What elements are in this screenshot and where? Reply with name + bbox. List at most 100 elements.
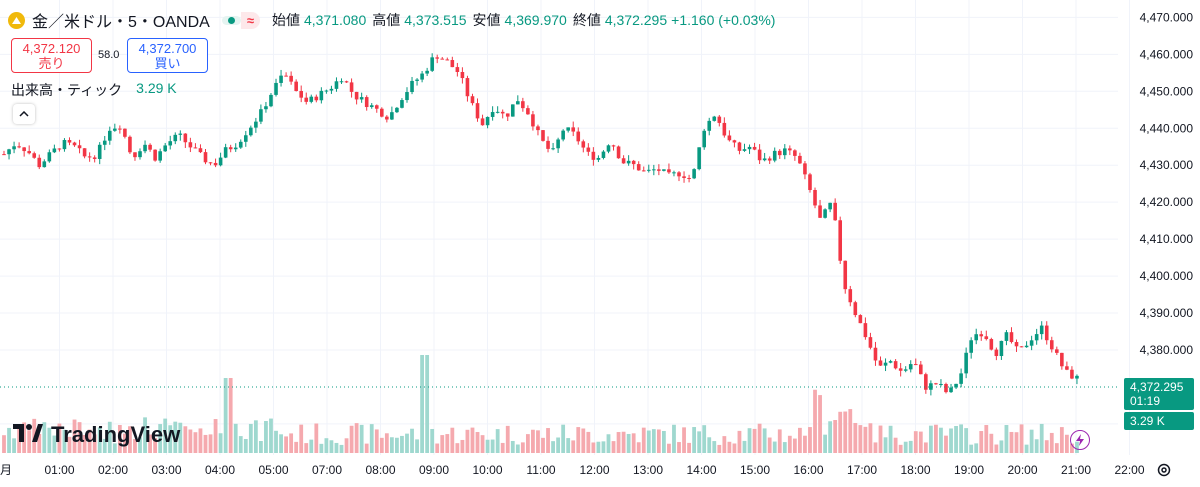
price-tick-label: 4,380.000 [1140,343,1194,357]
last-price-value: 4,372.295 [1130,380,1184,394]
symbol-title[interactable]: 金／米ドル・5・OANDA [32,14,210,31]
candle-body [233,147,238,150]
volume-bar [913,431,918,453]
candle-body [505,113,510,117]
volume-bar [1059,427,1064,453]
volume-bar [128,426,132,453]
gear-icon[interactable] [1155,461,1173,479]
volume-bar [27,430,32,453]
volume-bar [37,433,42,453]
candle-body [400,100,404,108]
high-label: 高値 [372,12,401,28]
data-approx-badge[interactable]: ≈ [240,11,260,29]
candle-body [455,67,460,72]
candle-body [717,116,722,123]
candle-body [259,109,263,122]
market-status-badge[interactable] [221,15,241,25]
volume-bar [656,429,661,453]
candle-body [510,104,515,117]
candle-body [888,361,893,363]
candle-body [898,368,903,371]
candle-body [480,118,485,126]
candle-body [188,142,193,148]
volume-bar [294,441,299,453]
candle-body [949,387,953,393]
candle-body [858,315,863,324]
candle-body [67,140,72,143]
volume-bar [248,423,253,453]
volume-bar [304,443,309,453]
time-tick-label: 08:00 [365,463,395,477]
candle-body [611,145,616,147]
candle-body [521,101,525,109]
candle-body [92,157,97,159]
candle-body [218,157,223,166]
candle-body [344,81,349,83]
lightning-icon[interactable] [1070,430,1090,450]
volume-bar [515,444,520,453]
candle-body [979,334,984,337]
sell-button[interactable]: 4,372.120 売り [11,38,92,73]
volume-bar [868,423,873,453]
volume-bar [274,430,278,453]
tradingview-logo[interactable]: TradingView [13,422,180,448]
symbol-legend: 金／米ドル・5・OANDA ≈ 始値 4,371.080 高値 4,373.51… [8,8,775,32]
volume-bar [500,442,505,453]
time-axis[interactable]: 月 01:00 02:00 03:00 04:00 05:00 07:00 08:00 09:0… [0,463,1145,477]
volume-bar [384,433,389,453]
volume-bar [400,435,404,453]
volume-bar [12,438,16,453]
volume-bar [364,443,369,453]
candle-body [808,174,812,190]
volume-bar [193,432,198,453]
candle-body [767,158,772,161]
candle-body [1075,375,1079,379]
sell-price: 4,372.120 [22,40,81,56]
change-value: +1.160 (+0.03%) [671,12,776,28]
candle-body [118,128,122,130]
candle-body [848,289,853,303]
candle-body [853,302,858,316]
volume-bar [405,433,409,453]
candle-body [646,169,651,171]
price-tick-label: 4,400.000 [1140,269,1194,283]
volume-bar [641,427,646,453]
candle-body [581,141,586,148]
volume-bar [520,442,525,453]
candle-body [420,73,424,80]
time-tick-label: 14:00 [686,463,716,477]
volume-bar [888,425,893,453]
volume-bar [213,419,218,453]
volume-bar [460,439,465,453]
price-axis[interactable]: 4,470.000 4,460.000 4,450.000 4,440.000 4,43… [1140,10,1194,431]
volume-bar [344,438,349,453]
volume-legend[interactable]: 出来高・ティック 3.29 K [11,80,177,100]
candle-body [1039,325,1044,335]
time-tick-label: 21:00 [1061,463,1091,477]
time-tick-label: 12:00 [579,463,609,477]
low-label: 安値 [472,12,501,28]
volume-bar [450,427,455,453]
volume-bar [833,420,838,453]
volume-bar [329,440,334,453]
volume-bar [752,428,757,453]
candle-body [1060,352,1064,367]
volume-bar [858,425,863,453]
time-tick-label: 13:00 [633,463,663,477]
volume-bar [974,443,979,453]
candle-body [178,133,183,135]
time-tick-label: 15:00 [740,463,770,477]
volume-bar [853,422,858,453]
candle-body [641,170,646,172]
buy-button[interactable]: 4,372.700 買い [127,38,208,73]
volume-bar [571,440,576,453]
candle-body [737,142,742,151]
volume-bar [873,442,878,453]
volume-bar [163,418,168,453]
collapse-legend-button[interactable] [13,104,35,124]
close-label: 終値 [572,12,601,28]
volume-bar [1070,443,1074,453]
volume-bar [712,441,717,453]
sell-label: 売り [38,55,65,71]
